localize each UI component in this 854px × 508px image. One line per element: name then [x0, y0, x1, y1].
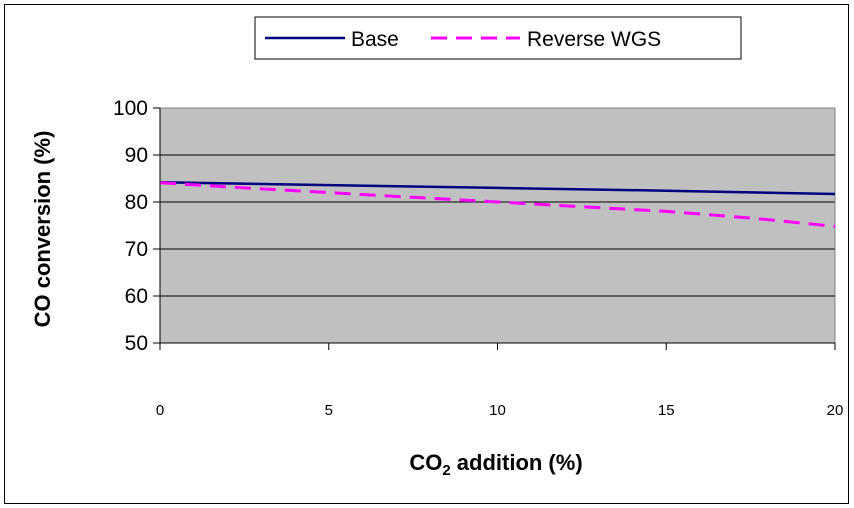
x-tick-label-4: 20	[827, 402, 844, 419]
x-tick-label-1: 5	[325, 402, 333, 419]
x-axis-title-subscript: 2	[442, 462, 450, 479]
x-tick-label-0: 0	[156, 402, 164, 419]
y-tick-label-4: 60	[125, 285, 148, 308]
x-axis-title-main: CO	[409, 450, 442, 475]
y-tick-label-1: 90	[125, 144, 148, 167]
series-line-reverse-wgs	[159, 181, 836, 228]
y-tick-label-5: 50	[125, 332, 148, 355]
y-tick-label-3: 70	[125, 238, 148, 261]
y-axis-title: CO conversion (%)	[30, 131, 55, 328]
x-axis-title-rest: addition (%)	[451, 450, 583, 475]
x-axis-title: CO2 addition (%)	[409, 450, 582, 479]
y-tick-label-0: 100	[113, 97, 148, 120]
legend: Base Reverse WGS	[254, 16, 742, 60]
chart-frame	[4, 4, 849, 504]
series-lines	[159, 181, 836, 228]
plot-background	[160, 108, 835, 343]
legend-label-reverse-wgs: Reverse WGS	[527, 28, 661, 51]
legend-label-base: Base	[351, 28, 399, 51]
plot-area	[160, 108, 835, 343]
tick-labels: 100 90 80 70 60 50 0 5 10 15 20	[113, 97, 843, 419]
series-line-base	[159, 181, 836, 196]
y-tick-label-2: 80	[125, 191, 148, 214]
x-tick-label-3: 15	[658, 402, 675, 419]
x-tick-label-2: 10	[489, 402, 506, 419]
axes	[153, 107, 836, 350]
